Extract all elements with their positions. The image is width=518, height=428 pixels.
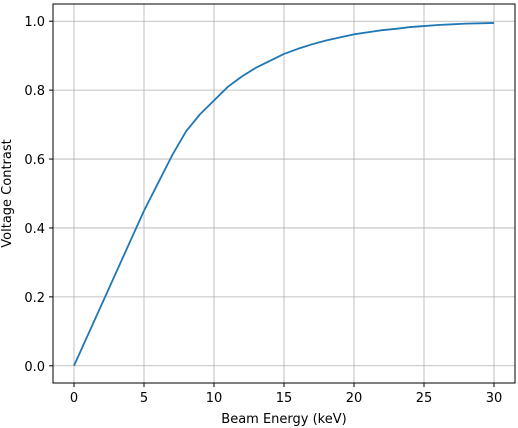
x-ticks: 0 5 10 15 20 25 30 — [70, 383, 502, 406]
grid — [53, 4, 515, 383]
x-tick-label: 20 — [346, 391, 363, 406]
y-tick-label: 0.0 — [24, 360, 45, 375]
x-tick-label: 10 — [206, 391, 223, 406]
y-tick-label: 0.4 — [24, 222, 45, 237]
x-tick-label: 30 — [486, 391, 503, 406]
y-axis-label: Voltage Contrast — [0, 139, 15, 247]
y-tick-label: 1.0 — [24, 15, 45, 30]
x-tick-label: 15 — [276, 391, 293, 406]
y-tick-label: 0.2 — [24, 291, 45, 306]
series-layer — [73, 22, 495, 367]
y-ticks: 0.0 0.2 0.4 0.6 0.8 1.0 — [24, 15, 53, 375]
x-tick-label: 0 — [70, 391, 78, 406]
y-tick-label: 0.6 — [24, 153, 45, 168]
x-axis-label: Beam Energy (keV) — [221, 412, 346, 427]
x-tick-label: 25 — [416, 391, 433, 406]
y-tick-label: 0.8 — [24, 84, 45, 99]
series-line — [73, 22, 495, 367]
x-tick-label: 5 — [140, 391, 148, 406]
